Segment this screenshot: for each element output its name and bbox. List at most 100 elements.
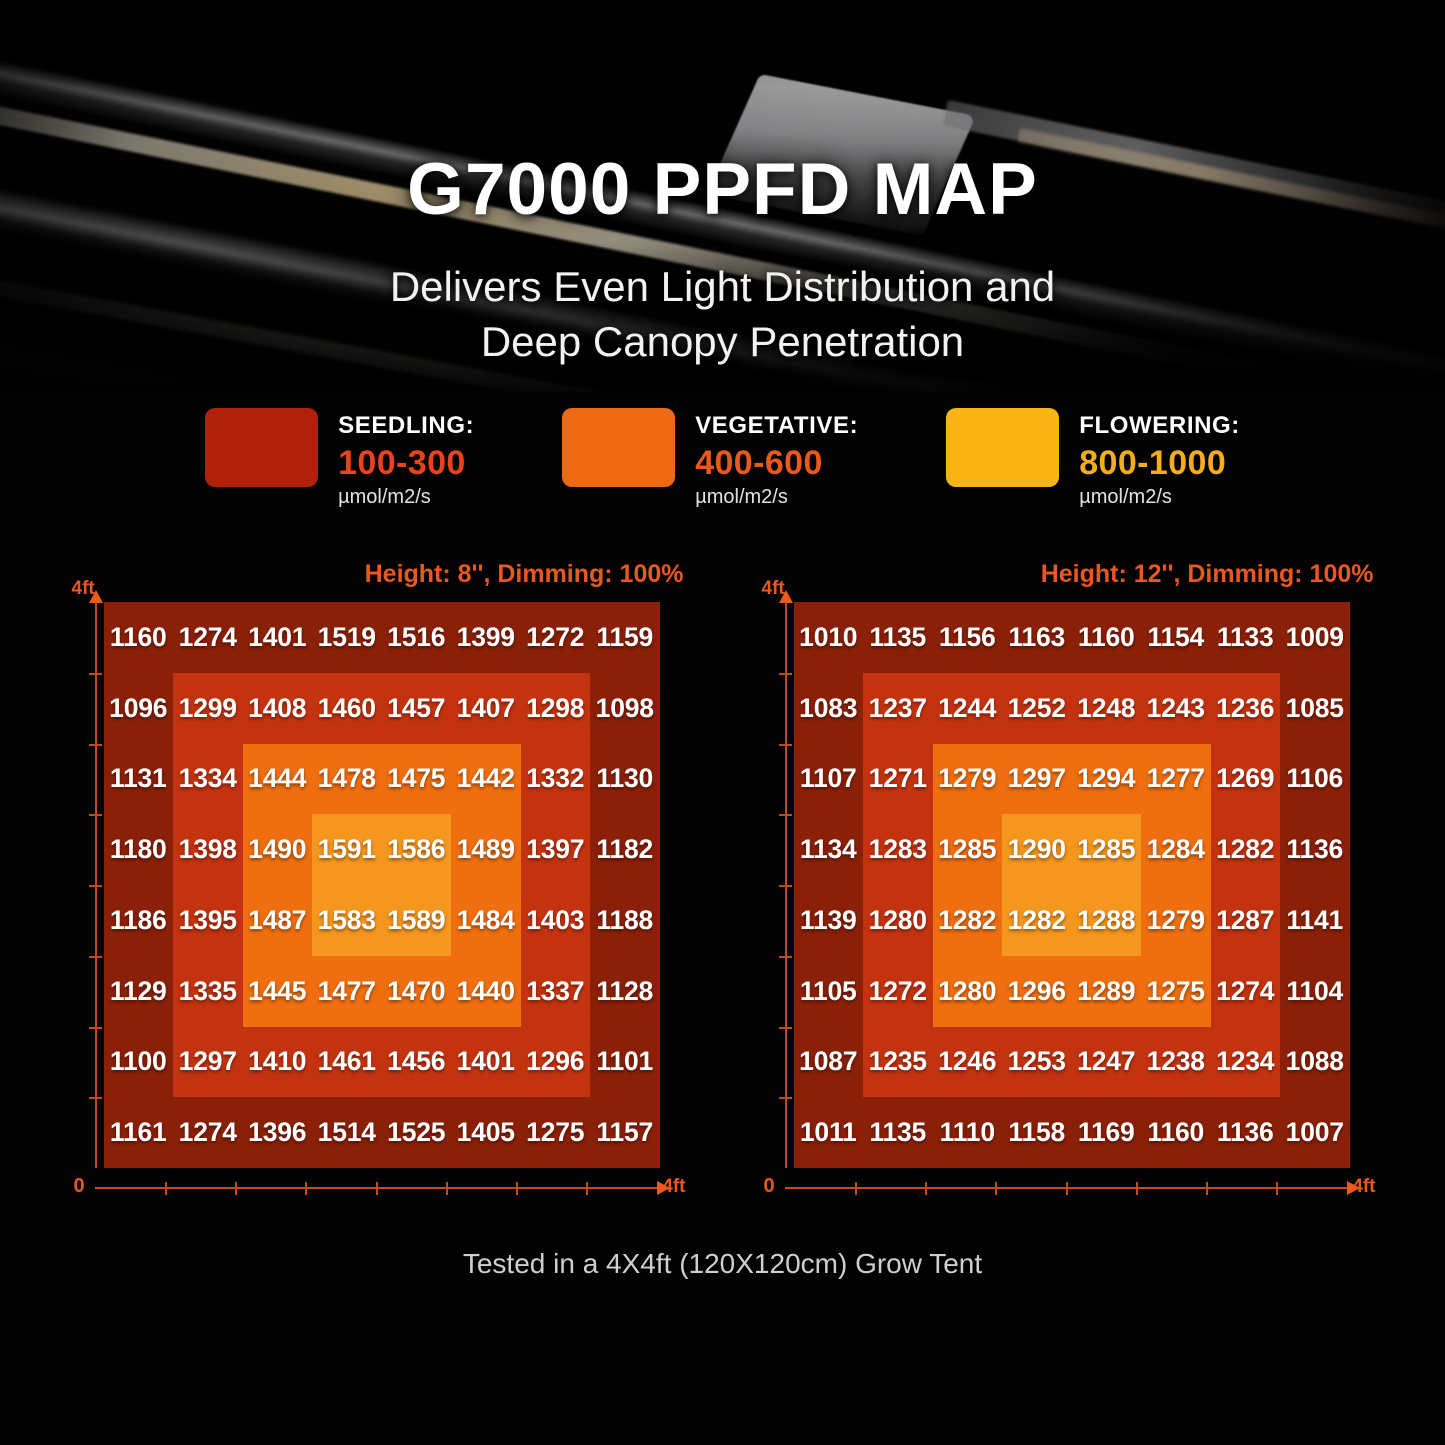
heatmap-cell: 1282 [932,885,1002,956]
axis-origin-label: 0 [763,1175,775,1197]
heatmap-cell: 1440 [451,955,521,1027]
heatmap-cell: 1334 [173,743,243,815]
heatmap-cell: 1489 [451,814,521,885]
heatmap-cell: 1407 [451,672,521,744]
heatmap-cell: 1274 [173,1097,243,1168]
heatmap-cell: 1519 [312,602,382,673]
heatmap-cell: 1283 [863,814,933,885]
heatmap-cell: 1282 [1002,885,1072,956]
heatmap-cell: 1105 [793,955,863,1027]
heatmap-cell: 1280 [932,955,1002,1027]
heatmap-cell: 1139 [793,885,863,956]
heatmap-cell: 1253 [1002,1026,1072,1098]
heatmap-cell: 1163 [1002,602,1072,673]
heatmap-cell: 1156 [932,602,1002,673]
heatmap-cell: 1398 [173,814,243,885]
heatmap-cell: 1252 [1002,672,1072,744]
heatmap-cell: 1161 [103,1097,173,1168]
heatmap-cell: 1484 [451,885,521,956]
heatmap-cell: 1246 [932,1026,1002,1098]
x-axis-tick [164,1182,167,1195]
x-axis-tick [235,1182,237,1195]
heatmap-cell: 1136 [1280,814,1350,885]
heatmap-cell: 1487 [242,885,312,956]
heatmap-cell: 1154 [1141,602,1211,673]
heatmap-cell: 1408 [242,672,312,744]
legend-stage-label: FLOWERING: [1079,412,1240,439]
x-axis-tick [1065,1182,1068,1195]
chart-caption: Height: 8'', Dimming: 100% [364,560,684,588]
x-axis-tick [445,1182,448,1195]
legend-swatch-flowering [946,408,1060,487]
heatmap-cell: 1160 [1071,602,1141,673]
subtitle-line-1: Delivers Even Light Distribution and [389,263,1056,310]
legend-text-seedling: SEEDLING: 100-300 µmol/m2/s [338,408,474,509]
ppfd-chart-height-8in: Height: 8'', Dimming: 100% 4ft 1160 1274 1… [72,560,686,1200]
heatmap-cell: 1087 [793,1026,863,1098]
ppfd-heatmap-charts: Height: 8'', Dimming: 100% 4ft 1160 1274 1… [0,560,1445,1200]
heatmap-cell: 1490 [242,814,312,885]
heatmap-cell: 1401 [451,1026,521,1098]
heatmap-cell: 1186 [103,885,173,956]
y-axis-tick [778,885,792,887]
heatmap-cell: 1130 [590,743,660,815]
y-axis-tick [778,672,792,675]
heatmap-cell: 1298 [520,672,590,744]
title-block: G7000 PPFD MAP Delivers Even Light Distr… [0,0,1445,370]
y-axis-tick [778,1097,792,1100]
legend-range-value: 100-300 [338,443,466,482]
heatmap-cell: 1104 [1280,955,1350,1027]
y-axis-tick [778,814,792,817]
y-axis-tick [778,955,792,958]
heatmap-cell: 1129 [103,955,173,1027]
x-axis-tick [1276,1182,1279,1195]
heatmap-cell: 1335 [173,955,243,1027]
heatmap-cell: 1274 [173,602,243,673]
heatmap-cell: 1131 [103,743,173,815]
heatmap-cell: 1248 [1071,672,1141,744]
heatmap-cell: 1277 [1141,743,1211,815]
x-axis-tick [586,1182,589,1195]
heatmap-cell: 1456 [381,1026,451,1098]
heatmap-cell: 1337 [520,955,590,1027]
y-axis-tick [88,814,102,817]
y-axis-arrow-icon [88,590,103,603]
x-axis-tick [854,1182,857,1195]
heatmap-cell: 1101 [590,1026,660,1098]
heatmap-cell: 1238 [1141,1026,1211,1098]
heatmap-cell: 1243 [1141,672,1211,744]
x-axis-arrow-icon [656,1181,670,1195]
legend-item-seedling: SEEDLING: 100-300 µmol/m2/s [205,408,474,509]
heatmap-cell: 1180 [103,814,173,885]
heatmap-cell: 1399 [451,602,521,673]
legend-unit-label: µmol/m2/s [1079,486,1172,509]
heatmap-cell: 1134 [793,814,863,885]
heatmap-cell: 1457 [381,672,451,744]
heatmap-cell: 1279 [932,743,1002,815]
heatmap-cell: 1237 [863,672,933,744]
subtitle-line-2: Deep Canopy Penetration [480,318,965,366]
chart-caption: Height: 12'', Dimming: 100% [1040,560,1374,588]
heatmap-cell: 1478 [312,743,382,815]
heatmap-cell: 1294 [1071,743,1141,815]
x-axis-max-label: 4ft [662,1176,686,1197]
vignette-overlay [0,0,1445,392]
heatmap-cell: 1397 [520,814,590,885]
heatmap-cell: 1269 [1210,743,1280,815]
heatmap-cell: 1136 [1210,1097,1280,1168]
heatmap-cell: 1403 [520,885,590,956]
legend-stage-label: VEGETATIVE: [695,412,859,439]
heatmap-cell: 1285 [932,814,1002,885]
heatmap-cell: 1110 [932,1097,1002,1168]
x-axis-tick [1135,1182,1138,1195]
heatmap-cell: 1157 [590,1097,660,1168]
heatmap-cell: 1461 [312,1026,382,1098]
page-subtitle: Delivers Even Light Distribution and Dee… [0,231,1445,370]
legend-range-value: 800-1000 [1079,443,1227,482]
x-axis-tick [995,1182,998,1195]
page-title: G7000 PPFD MAP [407,149,1038,230]
x-axis-tick [925,1182,927,1195]
heatmap-cell: 1396 [242,1097,312,1168]
heatmap-cell: 1141 [1280,885,1350,956]
heatmap-cell: 1475 [381,743,451,815]
